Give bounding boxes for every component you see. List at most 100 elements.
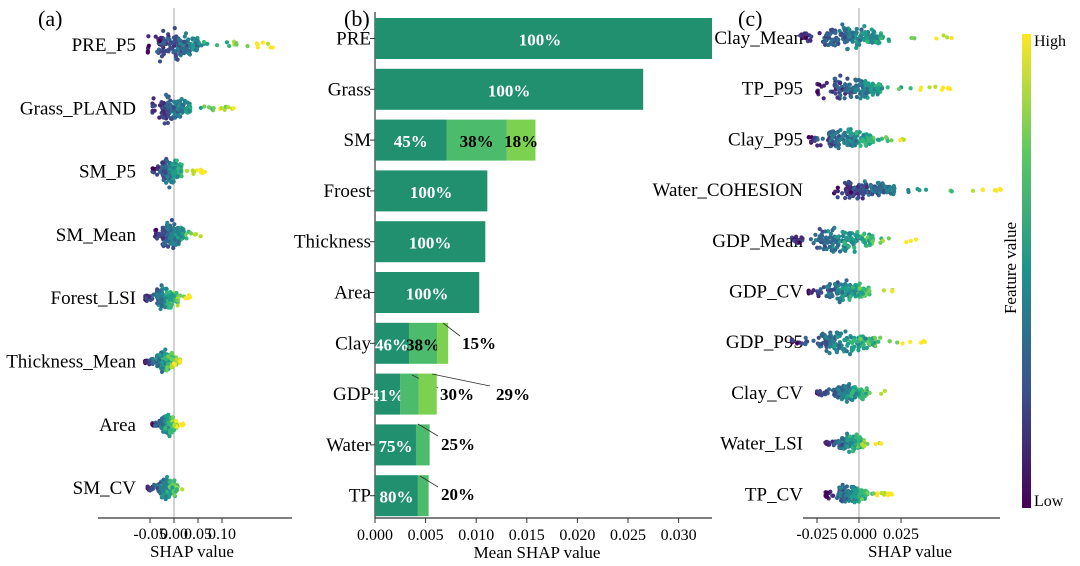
shap-point xyxy=(157,103,163,108)
shap-point xyxy=(854,30,859,35)
shap-point xyxy=(254,41,260,46)
shap-point xyxy=(198,234,203,239)
shap-point xyxy=(164,481,169,487)
shap-point xyxy=(941,33,946,38)
shap-point xyxy=(161,242,166,247)
shap-point xyxy=(260,40,266,45)
shap-point xyxy=(165,113,171,118)
shap-point xyxy=(849,440,854,446)
shap-point xyxy=(859,396,864,401)
shap-point xyxy=(226,105,231,110)
shap-point xyxy=(848,184,853,189)
shap-point xyxy=(847,195,852,200)
shap-point xyxy=(790,338,795,343)
shap-point xyxy=(865,39,870,44)
shap-point xyxy=(159,293,164,298)
shap-point xyxy=(870,92,875,97)
shap-point xyxy=(869,36,874,42)
shap-point xyxy=(837,28,842,34)
shap-point xyxy=(844,431,850,436)
shap-point xyxy=(177,100,182,105)
shap-point xyxy=(837,249,843,254)
share-label: 80% xyxy=(379,488,413,507)
shap-point xyxy=(170,485,175,490)
feature-label: SM_P5 xyxy=(79,162,136,183)
shap-point xyxy=(848,181,853,186)
share-label: 18% xyxy=(504,132,538,151)
shap-point xyxy=(853,89,858,95)
shap-point xyxy=(833,30,838,36)
shap-point xyxy=(826,35,832,40)
bar-segment xyxy=(408,322,438,364)
shap-point xyxy=(855,229,860,235)
x-tick-label: 0.005 xyxy=(408,527,444,544)
bar-segment xyxy=(417,475,429,517)
x-tick-label: 0.05 xyxy=(184,526,212,543)
shap-point xyxy=(900,341,905,346)
shap-point xyxy=(864,184,869,190)
shap-point xyxy=(858,189,863,194)
shap-point xyxy=(268,45,273,50)
shap-point xyxy=(832,225,837,230)
shap-point xyxy=(162,299,167,304)
bar-segment xyxy=(437,322,449,364)
shap-point xyxy=(167,185,172,190)
shap-point xyxy=(145,49,150,54)
feature-label: GDP_CV xyxy=(729,282,803,303)
x-tick-label: 0.025 xyxy=(883,526,919,543)
shap-point xyxy=(161,109,166,114)
shap-point xyxy=(794,341,800,346)
feature-label: Clay_P95 xyxy=(728,129,803,150)
shap-point xyxy=(860,139,865,144)
shap-point xyxy=(843,31,848,36)
shap-point xyxy=(817,226,822,232)
shap-point xyxy=(164,159,169,164)
shap-point xyxy=(862,189,867,194)
x-tick-label: -0.025 xyxy=(796,526,837,543)
category-label: PRE xyxy=(336,29,371,50)
shap-point xyxy=(813,238,818,243)
shap-point xyxy=(163,170,168,175)
shap-point xyxy=(823,390,828,396)
shap-point xyxy=(161,115,166,120)
category-label: Froest xyxy=(324,181,372,202)
shap-point xyxy=(844,38,849,43)
shap-point xyxy=(838,32,843,37)
shap-point xyxy=(803,335,808,341)
shap-point xyxy=(830,134,835,140)
shap-point xyxy=(797,240,802,245)
shap-point xyxy=(171,361,176,366)
bar-segment xyxy=(418,373,437,415)
shap-point xyxy=(845,192,850,197)
shap-point xyxy=(174,226,180,231)
shap-point xyxy=(852,245,857,250)
shap-point xyxy=(863,29,868,35)
feature-label: Clay_CV xyxy=(731,383,803,404)
shap-point xyxy=(843,493,848,498)
shap-point xyxy=(157,231,162,236)
shap-point xyxy=(159,369,165,375)
shap-point xyxy=(836,243,841,248)
shap-point xyxy=(843,329,848,334)
shap-point xyxy=(153,34,158,39)
shap-point xyxy=(854,488,860,494)
shap-point xyxy=(862,179,867,184)
feature-label: PRE_P5 xyxy=(72,35,136,56)
shap-point xyxy=(802,31,807,36)
shap-point xyxy=(875,85,880,91)
shap-point xyxy=(183,109,188,114)
shap-point xyxy=(193,231,199,237)
shap-point xyxy=(922,339,928,345)
leader-line xyxy=(417,423,439,437)
shap-point xyxy=(824,344,829,350)
share-label: 100% xyxy=(410,183,453,202)
shap-point xyxy=(949,189,954,194)
shap-point xyxy=(837,439,842,445)
shap-point xyxy=(823,339,828,345)
shap-point xyxy=(896,86,902,92)
shap-point xyxy=(879,184,884,189)
shap-point xyxy=(846,244,851,249)
shap-point xyxy=(211,106,216,111)
shap-point xyxy=(834,439,839,445)
shap-point xyxy=(832,282,838,287)
